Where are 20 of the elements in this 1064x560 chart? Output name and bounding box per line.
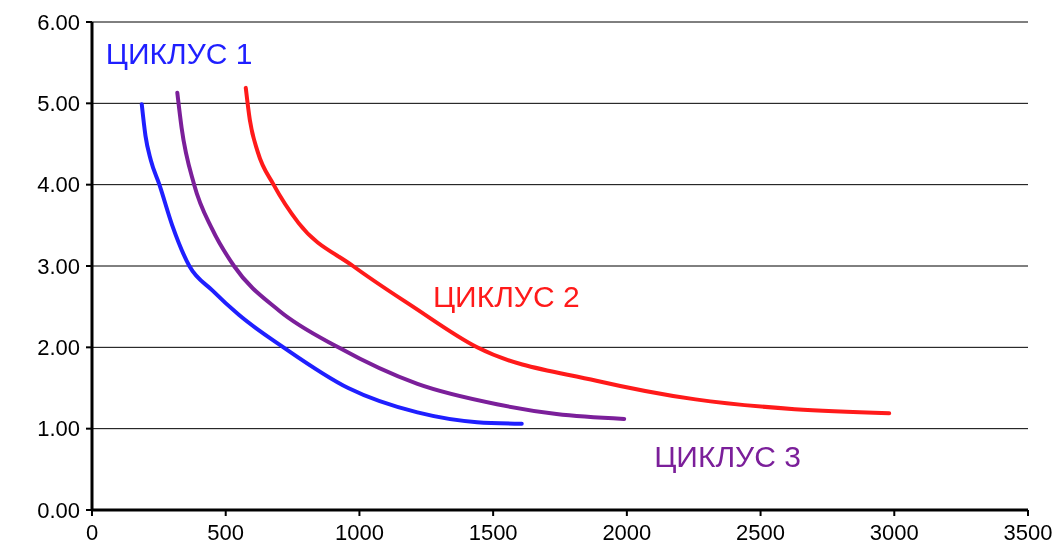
x-tick-label: 1000 bbox=[334, 520, 384, 545]
x-tick-label: 3500 bbox=[1003, 520, 1053, 545]
y-tick-label: 4.00 bbox=[37, 172, 80, 198]
line-series bbox=[175, 90, 627, 421]
x-tick-label: 1500 bbox=[468, 520, 518, 545]
series-label: ЦИКЛУС 2 bbox=[432, 279, 580, 313]
y-tick-label: 6.00 bbox=[37, 9, 80, 35]
x-tick-label: 2000 bbox=[602, 520, 652, 545]
series-label: ЦИКЛУС 3 bbox=[654, 439, 801, 473]
line-series bbox=[243, 85, 892, 416]
x-tick-label: 500 bbox=[207, 520, 245, 545]
y-tick-label: 0.00 bbox=[37, 497, 80, 523]
y-tick-label: 5.00 bbox=[37, 91, 80, 117]
x-tick-label: 3000 bbox=[869, 520, 919, 545]
x-tick-label: 2500 bbox=[736, 520, 786, 545]
y-tick-label: 3.00 bbox=[37, 253, 80, 279]
y-tick-label: 2.00 bbox=[37, 335, 80, 361]
x-tick-label: 0 bbox=[85, 520, 99, 545]
y-tick-label: 1.00 bbox=[37, 416, 80, 442]
series-label: ЦИКЛУС 1 bbox=[105, 37, 253, 71]
